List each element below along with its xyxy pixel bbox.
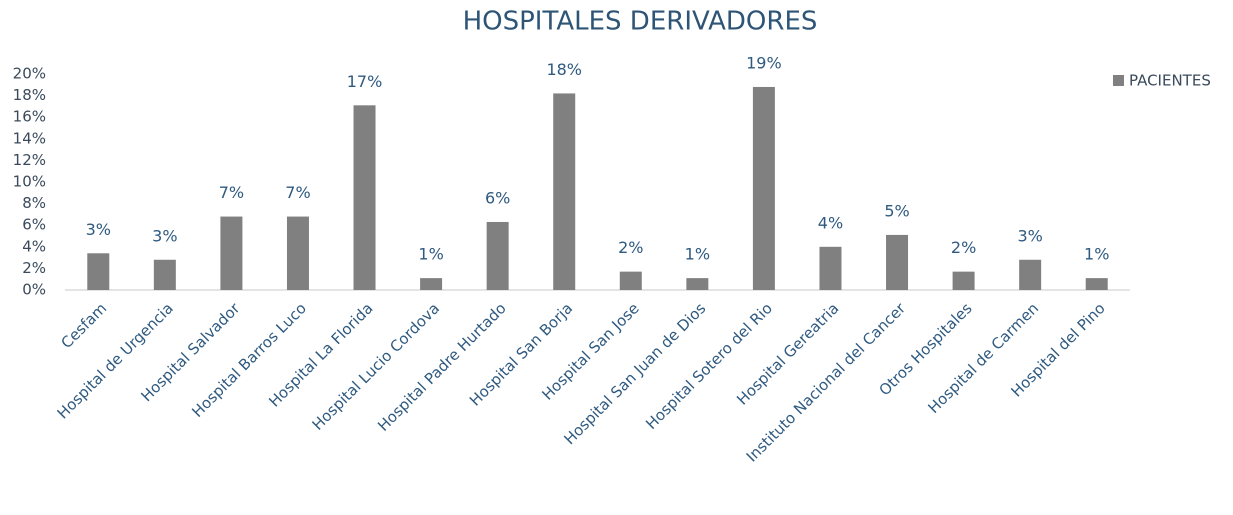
data-label: 19% <box>746 53 782 72</box>
x-tick-label: Hospital de Carmen <box>924 299 1042 417</box>
y-tick-label: 2% <box>22 259 46 277</box>
bar <box>819 246 842 290</box>
data-label: 2% <box>618 238 643 257</box>
y-tick-label: 12% <box>13 151 46 169</box>
data-label: 3% <box>152 226 177 245</box>
bar <box>220 216 243 290</box>
bar <box>952 271 975 290</box>
data-label: 3% <box>86 220 111 239</box>
bar <box>553 93 576 290</box>
x-tick-label: Hospital San Juan de Dios <box>560 299 709 448</box>
y-tick-label: 10% <box>13 173 46 191</box>
legend-label: PACIENTES <box>1129 72 1211 90</box>
data-label: 18% <box>546 60 582 79</box>
bar <box>87 253 110 290</box>
data-label: 1% <box>1084 245 1109 264</box>
bar <box>619 271 642 290</box>
data-label: 1% <box>418 245 443 264</box>
y-tick-label: 6% <box>22 216 46 234</box>
x-tick-label: Hospital Sotero del Rio <box>642 299 776 433</box>
y-tick-label: 4% <box>22 237 46 255</box>
data-label: 17% <box>347 72 383 91</box>
chart-title: HOSPITALES DERIVADORES <box>463 7 818 37</box>
bar <box>286 216 309 290</box>
y-tick-label: 18% <box>13 86 46 104</box>
data-label: 4% <box>818 213 843 232</box>
x-tick-label: Cesfam <box>58 299 111 352</box>
data-label: 2% <box>951 238 976 257</box>
data-label: 3% <box>1017 226 1042 245</box>
data-label: 5% <box>884 201 909 220</box>
bar <box>420 278 443 290</box>
bar <box>886 234 909 290</box>
data-label: 7% <box>285 183 310 202</box>
data-label: 6% <box>485 188 510 207</box>
bar <box>752 86 775 291</box>
bar <box>686 278 709 290</box>
bar <box>153 259 176 290</box>
bar <box>353 105 376 290</box>
y-tick-label: 0% <box>22 281 46 299</box>
y-tick-label: 8% <box>22 194 46 212</box>
data-label: 1% <box>685 245 710 264</box>
bar <box>486 221 509 290</box>
x-tick-label: Hospital de Urgencia <box>54 299 177 422</box>
bar <box>1085 278 1108 290</box>
x-tick-label: Hospital Lucio Cordova <box>309 299 444 434</box>
bar <box>1019 259 1042 290</box>
x-tick-label: Hospital Barros Luco <box>188 299 310 421</box>
y-tick-label: 20% <box>13 65 46 83</box>
y-tick-label: 14% <box>13 129 46 147</box>
y-tick-label: 16% <box>13 108 46 126</box>
data-label: 7% <box>219 183 244 202</box>
legend-swatch <box>1113 75 1124 86</box>
x-tick-label: Hospital Padre Hurtado <box>374 299 509 434</box>
